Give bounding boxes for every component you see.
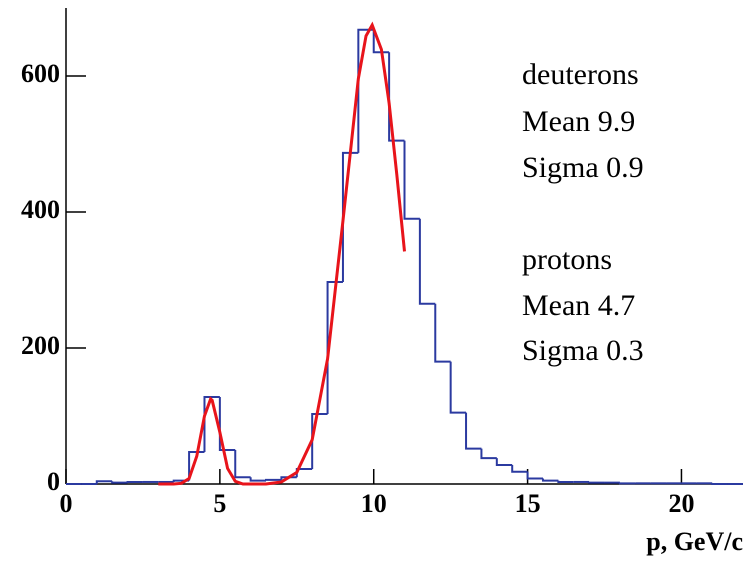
histogram-bin: [511, 464, 528, 473]
histogram-bin: [249, 477, 267, 482]
histogram-bin: [126, 480, 143, 483]
histogram-bin: [372, 29, 390, 54]
histogram-bin: [495, 458, 513, 466]
histogram-bin: [418, 218, 436, 305]
histogram-bin: [541, 478, 559, 482]
annotation: Sigma 0.3: [522, 334, 644, 367]
histogram-bin: [203, 395, 220, 453]
histogram-bin: [403, 140, 420, 220]
histogram-bin: [526, 471, 543, 480]
x-tick-label: 10: [361, 489, 387, 518]
x-axis-label: p, GeV/c: [646, 527, 743, 556]
histogram-bin: [234, 450, 251, 479]
histogram-bin: [357, 28, 374, 153]
annotation: Mean 4.7: [522, 289, 635, 322]
histogram-bin: [95, 480, 113, 484]
histogram-bin: [265, 478, 282, 481]
histogram-bin: [326, 281, 343, 414]
histogram-bin: [449, 361, 467, 414]
y-tick-label: 600: [21, 59, 60, 88]
histogram-bin: [588, 481, 605, 484]
y-tick-label: 200: [21, 331, 60, 360]
annotation: Mean 9.9: [522, 105, 635, 138]
x-tick-label: 0: [60, 489, 73, 518]
annotation: Sigma 0.9: [522, 151, 644, 184]
annotation: protons: [522, 243, 612, 276]
histogram-bin: [111, 481, 128, 484]
histogram-bin: [480, 448, 497, 460]
x-tick-label: 20: [668, 489, 694, 518]
x-tick-label: 5: [213, 489, 226, 518]
histogram-bin: [711, 483, 728, 485]
fit-curve: [158, 21, 406, 486]
histogram-bin: [311, 412, 328, 470]
x-tick-label: 15: [515, 489, 541, 518]
histogram-bin: [557, 480, 574, 483]
histogram-bin: [388, 52, 405, 142]
histogram-bin: [618, 482, 636, 485]
histogram-bin: [465, 412, 482, 450]
y-tick-label: 0: [47, 467, 60, 496]
histogram-bin: [434, 303, 451, 363]
y-tick-label: 400: [21, 195, 60, 224]
histogram-bin: [341, 151, 359, 283]
histogram-bin: [218, 396, 236, 451]
histogram-bin: [188, 451, 205, 481]
annotation: deuterons: [522, 58, 639, 91]
